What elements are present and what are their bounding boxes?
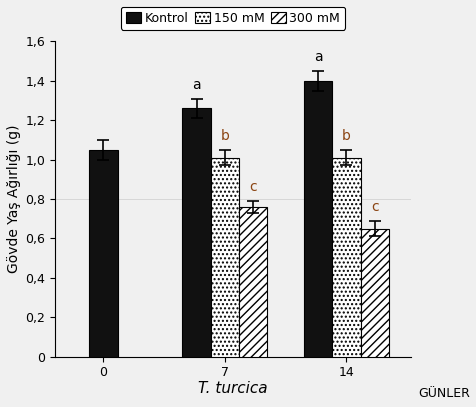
- Y-axis label: Gövde Yaş Ağırlığı (g): Gövde Yaş Ağırlığı (g): [7, 125, 21, 273]
- Text: b: b: [220, 129, 229, 143]
- Bar: [360, 228, 388, 357]
- Bar: [89, 150, 118, 357]
- Text: b: b: [341, 129, 350, 143]
- X-axis label: T. turcica: T. turcica: [198, 381, 268, 396]
- Bar: [182, 108, 210, 357]
- Bar: [238, 207, 267, 357]
- Bar: [332, 158, 360, 357]
- Text: c: c: [249, 180, 257, 194]
- Text: a: a: [313, 50, 322, 64]
- Legend: Kontrol, 150 mM, 300 mM: Kontrol, 150 mM, 300 mM: [121, 7, 344, 30]
- Text: c: c: [370, 200, 378, 214]
- Text: a: a: [192, 78, 200, 92]
- Bar: [303, 81, 332, 357]
- Text: GÜNLER: GÜNLER: [417, 387, 469, 400]
- Bar: [210, 158, 238, 357]
